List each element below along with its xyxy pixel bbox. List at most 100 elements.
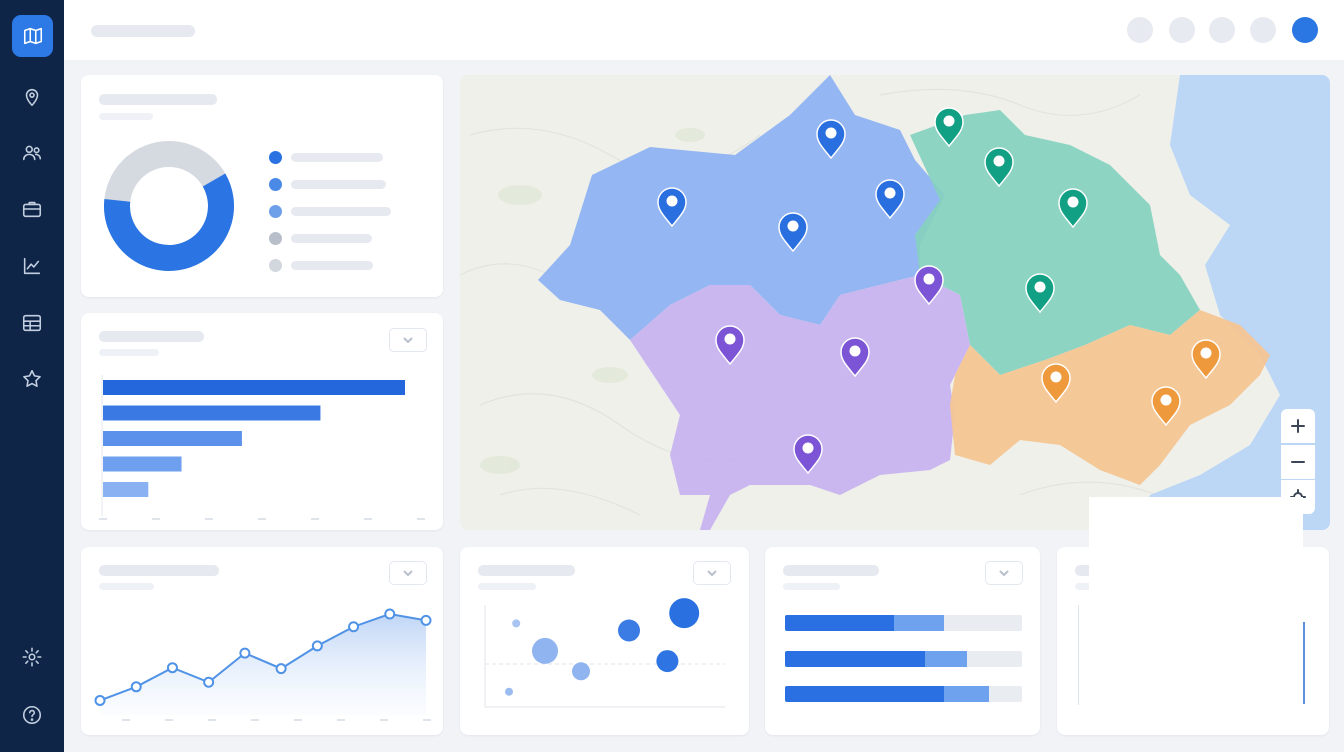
avatar[interactable] <box>1292 17 1318 43</box>
map-pin[interactable] <box>934 107 964 148</box>
progress-fill-secondary <box>924 650 968 667</box>
map-pin[interactable] <box>778 212 808 253</box>
map-pin[interactable] <box>914 265 944 306</box>
legend-dot <box>269 205 282 218</box>
card-subtitle-placeholder <box>99 583 154 590</box>
progress-bar <box>785 686 1022 702</box>
bar[interactable] <box>103 405 321 421</box>
card-subtitle-placeholder <box>478 583 536 590</box>
legend-label-placeholder <box>291 207 391 216</box>
line-chart-icon[interactable] <box>16 250 48 282</box>
legend-dot <box>269 259 282 272</box>
card-subtitle-placeholder <box>99 349 159 356</box>
bar[interactable] <box>103 380 405 395</box>
zoom-out-button[interactable] <box>1281 445 1315 479</box>
progress-fill-secondary <box>894 615 944 631</box>
map-pin[interactable] <box>984 147 1014 188</box>
line-point[interactable] <box>275 663 287 675</box>
plus-icon <box>1291 419 1305 433</box>
map-pin[interactable] <box>840 337 870 378</box>
line-point[interactable] <box>420 614 432 626</box>
bar[interactable] <box>103 482 149 497</box>
minus-icon <box>1291 461 1305 463</box>
scatter-point[interactable] <box>618 619 640 642</box>
settings-icon[interactable] <box>16 641 48 673</box>
map-pin[interactable] <box>793 434 823 475</box>
help-icon[interactable] <box>16 699 48 731</box>
legend-label-placeholder <box>291 234 372 243</box>
line-chart-card <box>81 547 443 735</box>
circle-icon[interactable] <box>1169 17 1195 43</box>
star-icon[interactable] <box>16 363 48 395</box>
map-pin[interactable] <box>1041 363 1071 404</box>
line-point[interactable] <box>311 640 323 652</box>
line-series <box>99 612 427 702</box>
scatter-card <box>460 547 749 735</box>
card-subtitle-placeholder <box>99 113 153 120</box>
bar[interactable] <box>103 431 242 446</box>
card-title-placeholder <box>783 565 879 576</box>
dropdown-button[interactable] <box>389 561 427 585</box>
scatter-point[interactable] <box>505 687 513 696</box>
map-pin[interactable] <box>1058 188 1088 229</box>
line-chart <box>94 608 432 721</box>
progress-fill <box>785 650 925 667</box>
users-icon[interactable] <box>16 137 48 169</box>
map-pin[interactable] <box>715 325 745 366</box>
map-view[interactable] <box>460 75 1330 530</box>
line-point[interactable] <box>203 676 215 688</box>
legend-dot <box>269 151 282 164</box>
legend-dot <box>269 232 282 245</box>
briefcase-icon[interactable] <box>16 193 48 225</box>
line-point[interactable] <box>166 662 178 674</box>
line-point[interactable] <box>348 621 360 633</box>
blank-overlay <box>1089 497 1303 707</box>
line-point[interactable] <box>130 681 142 693</box>
map-pin[interactable] <box>1151 386 1181 427</box>
circle-icon[interactable] <box>1209 17 1235 43</box>
bar[interactable] <box>103 456 182 472</box>
region-teal[interactable] <box>910 110 1200 375</box>
page-title-placeholder <box>91 25 195 37</box>
map-pin[interactable] <box>816 119 846 160</box>
location-pin-icon[interactable] <box>16 81 48 113</box>
progress-fill <box>785 686 944 702</box>
map-icon[interactable] <box>12 15 53 57</box>
region-orange[interactable] <box>950 310 1270 485</box>
scatter-chart <box>484 598 725 708</box>
line-point[interactable] <box>384 608 396 620</box>
circle-icon[interactable] <box>1250 17 1276 43</box>
region-purple[interactable] <box>630 275 970 530</box>
chart-axis <box>1078 605 1079 705</box>
line-point[interactable] <box>94 694 106 706</box>
scatter-point[interactable] <box>572 662 590 681</box>
dropdown-button[interactable] <box>389 328 427 352</box>
donut-segment <box>104 141 234 271</box>
scatter-point[interactable] <box>512 619 521 628</box>
scatter-point[interactable] <box>669 598 700 629</box>
scatter-point[interactable] <box>532 637 558 664</box>
map-pin[interactable] <box>1191 339 1221 380</box>
chevron-down-icon <box>403 337 413 343</box>
progress-fill <box>785 615 895 631</box>
progress-card <box>765 547 1040 735</box>
legend-label-placeholder <box>291 153 383 162</box>
card-title-placeholder <box>478 565 575 576</box>
dropdown-button[interactable] <box>985 561 1023 585</box>
map-pin[interactable] <box>1025 273 1055 314</box>
map-pin[interactable] <box>657 187 687 228</box>
progress-fill-secondary <box>943 686 989 702</box>
zoom-in-button[interactable] <box>1281 409 1315 443</box>
legend-dot <box>269 178 282 191</box>
map-pin[interactable] <box>875 179 905 220</box>
bar-chart-card <box>81 313 443 530</box>
legend-label-placeholder <box>291 261 373 270</box>
chart-bar <box>1303 622 1305 704</box>
dropdown-button[interactable] <box>693 561 731 585</box>
circle-icon[interactable] <box>1127 17 1153 43</box>
card-title-placeholder <box>99 331 204 342</box>
progress-bar <box>785 615 1022 631</box>
scatter-point[interactable] <box>656 650 679 673</box>
table-icon[interactable] <box>16 307 48 339</box>
line-point[interactable] <box>239 647 251 659</box>
